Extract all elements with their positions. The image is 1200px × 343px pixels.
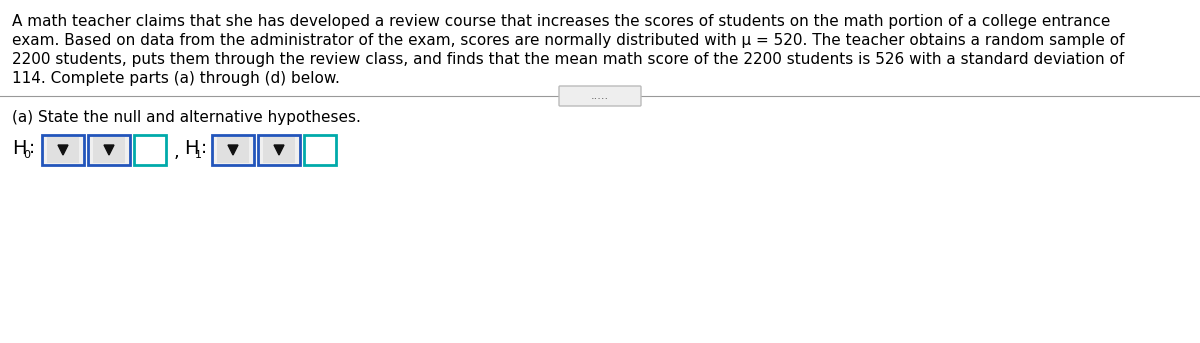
Bar (217, 137, 248, 163)
FancyBboxPatch shape (559, 86, 641, 106)
Text: .....: ..... (590, 91, 610, 101)
Polygon shape (104, 145, 114, 155)
Text: :: : (29, 139, 35, 157)
Text: 114. Complete parts (a) through (d) below.: 114. Complete parts (a) through (d) belo… (12, 71, 340, 86)
Text: 2200 students, puts them through the review class, and finds that the mean math : 2200 students, puts them through the rev… (12, 52, 1124, 67)
Bar (212, 135, 254, 165)
Bar (47, 137, 79, 163)
Polygon shape (58, 145, 68, 155)
Text: 0: 0 (23, 150, 30, 160)
Text: H: H (12, 139, 26, 157)
Text: A math teacher claims that she has developed a review course that increases the : A math teacher claims that she has devel… (12, 14, 1110, 29)
Text: ,: , (174, 143, 180, 161)
Text: H: H (184, 139, 198, 157)
Bar (94, 137, 125, 163)
Text: exam. Based on data from the administrator of the exam, scores are normally dist: exam. Based on data from the administrat… (12, 33, 1124, 48)
Polygon shape (274, 145, 284, 155)
Text: (a) State the null and alternative hypotheses.: (a) State the null and alternative hypot… (12, 110, 361, 125)
Text: 1: 1 (194, 150, 202, 160)
Bar (304, 135, 336, 165)
Text: :: : (202, 139, 208, 157)
Bar (263, 137, 295, 163)
Bar (42, 135, 84, 165)
Bar (258, 135, 300, 165)
Bar (88, 135, 130, 165)
Polygon shape (228, 145, 238, 155)
Bar (134, 135, 166, 165)
